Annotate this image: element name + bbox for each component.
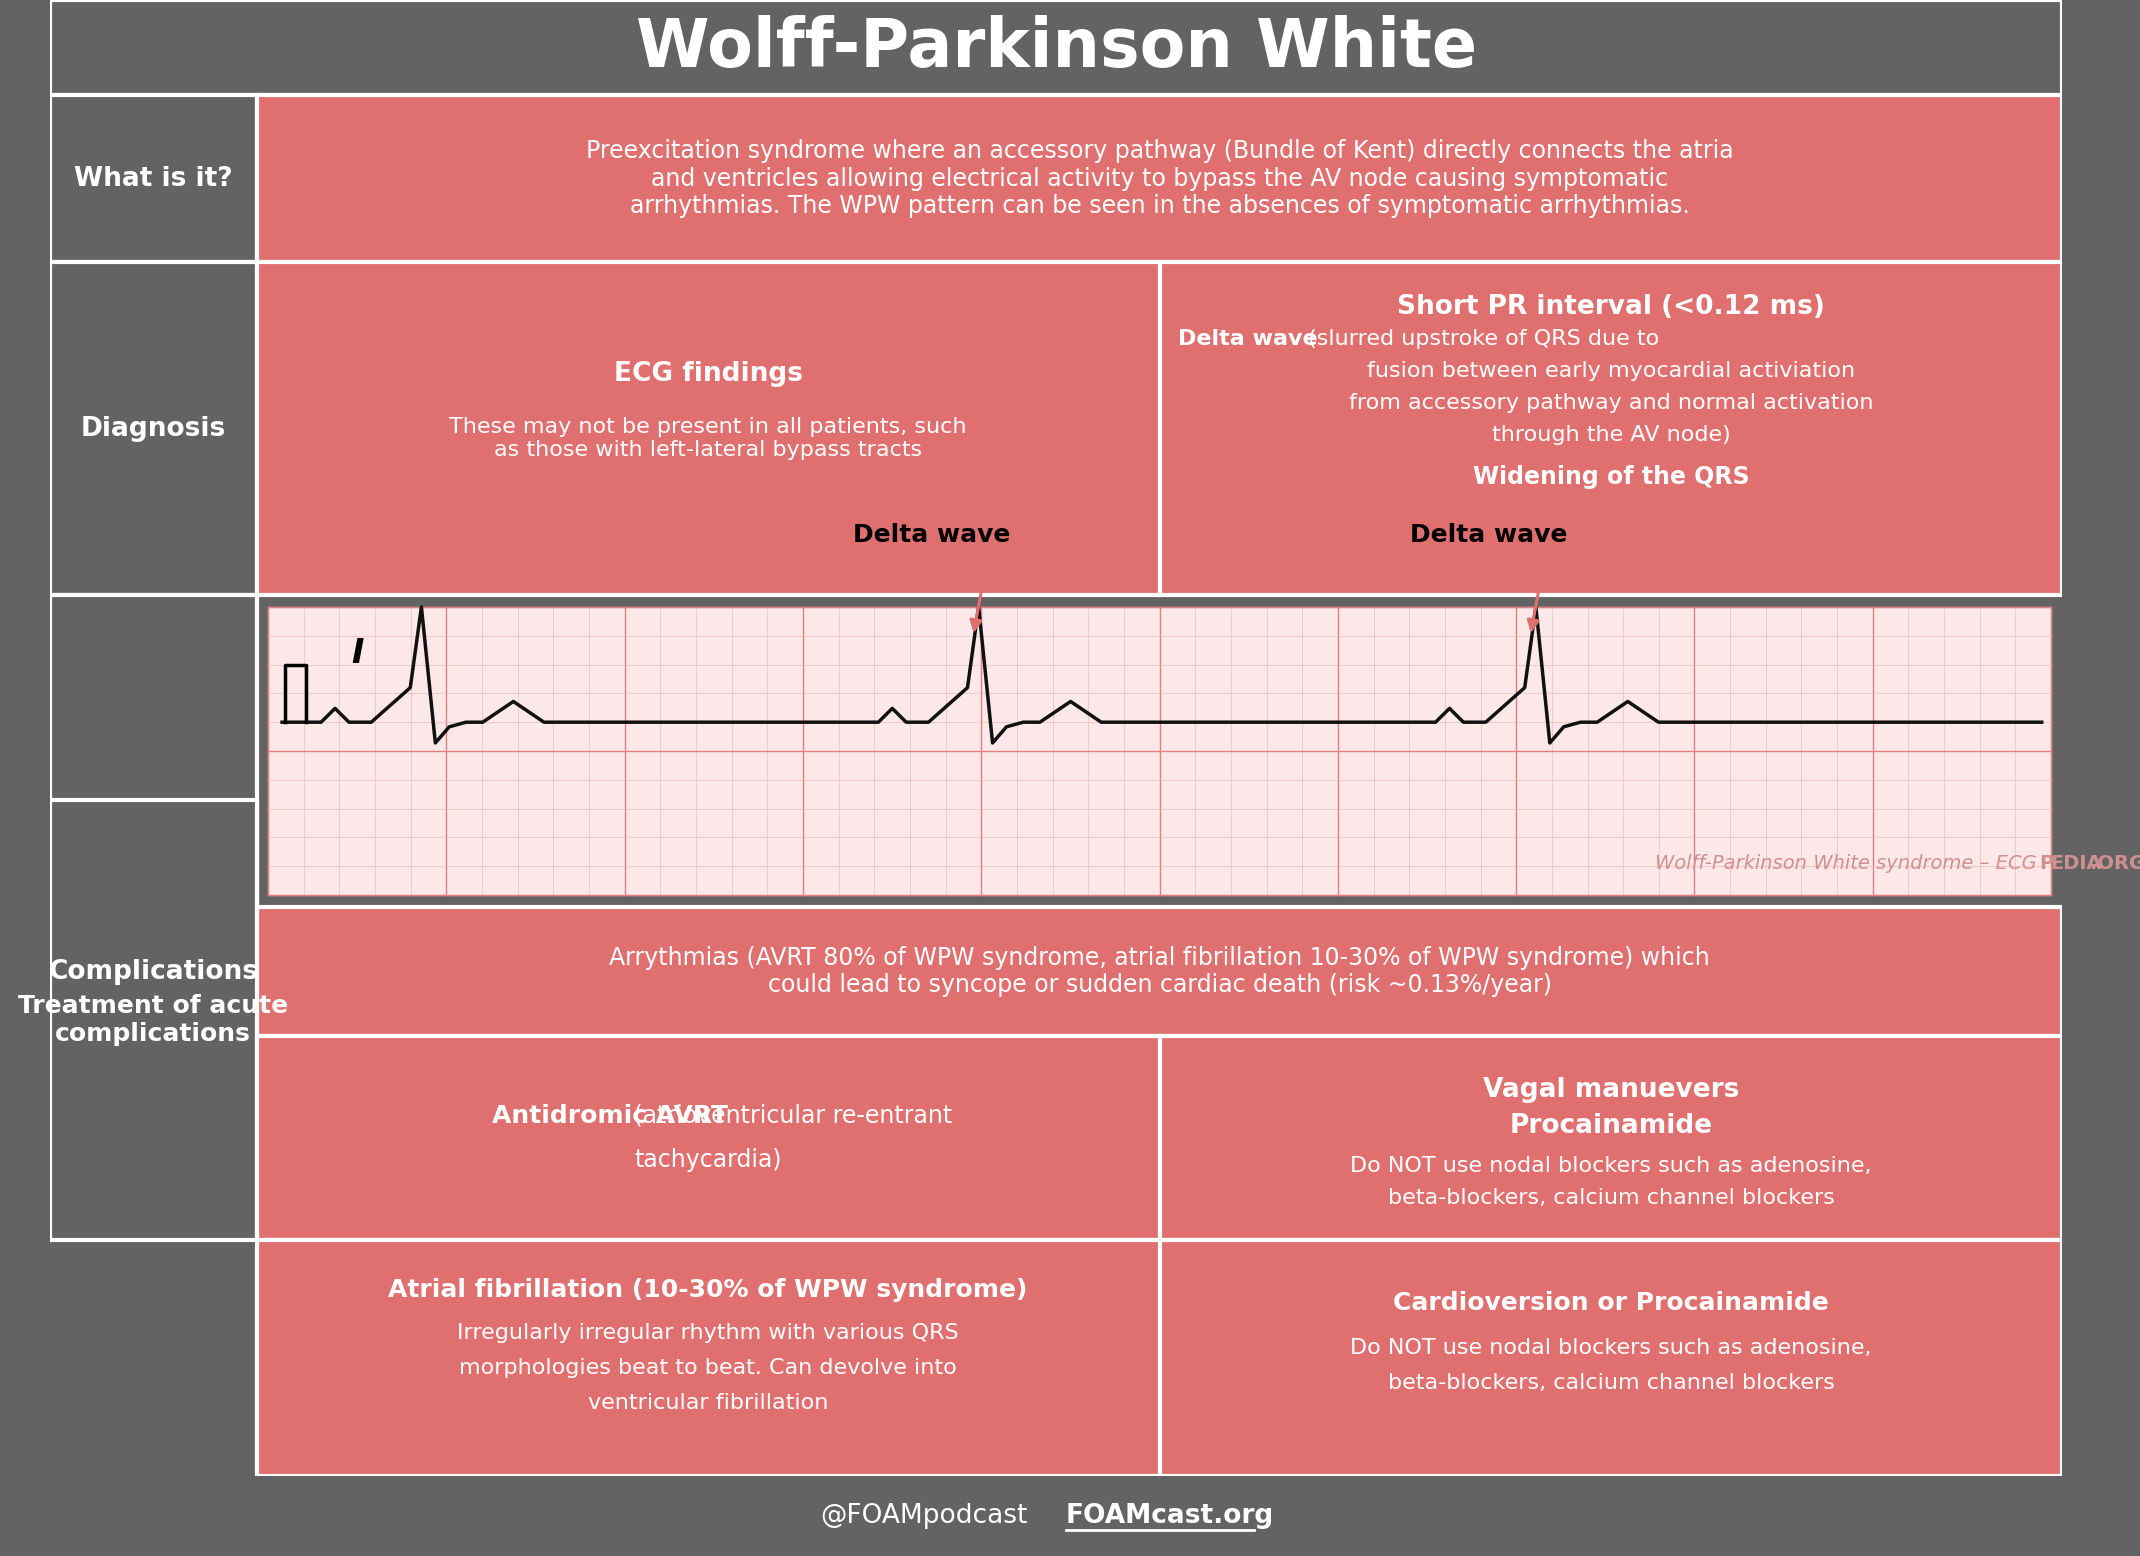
Bar bbox=[49, 800, 257, 1240]
Text: beta-blockers, calcium channel blockers: beta-blockers, calcium channel blockers bbox=[1387, 1187, 1834, 1207]
Text: @FOAMpodcast: @FOAMpodcast bbox=[820, 1503, 1027, 1530]
Text: Antidromic AVRT: Antidromic AVRT bbox=[492, 1105, 728, 1128]
Text: P: P bbox=[2039, 854, 2052, 873]
Text: (atrioventricular re-entrant: (atrioventricular re-entrant bbox=[625, 1105, 952, 1128]
Text: morphologies beat to beat. Can devolve into: morphologies beat to beat. Can devolve i… bbox=[460, 1358, 957, 1379]
Text: I: I bbox=[351, 636, 364, 671]
Text: (slurred upstroke of QRS due to: (slurred upstroke of QRS due to bbox=[1301, 328, 1658, 349]
Text: Cardioversion or Procainamide: Cardioversion or Procainamide bbox=[1393, 1291, 1830, 1315]
Bar bbox=[257, 1240, 1160, 1477]
Text: beta-blockers, calcium channel blockers: beta-blockers, calcium channel blockers bbox=[1387, 1372, 1834, 1393]
Text: Delta wave: Delta wave bbox=[1179, 328, 1318, 349]
Bar bbox=[257, 261, 1160, 594]
Text: through the AV node): through the AV node) bbox=[1492, 425, 1731, 445]
Text: Atrial fibrillation (10-30% of WPW syndrome): Atrial fibrillation (10-30% of WPW syndr… bbox=[389, 1277, 1027, 1302]
Bar bbox=[268, 607, 2050, 895]
Text: Vagal manuevers: Vagal manuevers bbox=[1483, 1077, 1740, 1103]
Text: Widening of the QRS: Widening of the QRS bbox=[1472, 465, 1748, 489]
Text: Delta wave: Delta wave bbox=[1410, 523, 1566, 548]
Text: Preexcitation syndrome where an accessory pathway (Bundle of Kent) directly conn: Preexcitation syndrome where an accessor… bbox=[586, 138, 1733, 218]
Text: FOAMcast.org: FOAMcast.org bbox=[1066, 1503, 1273, 1530]
Text: ventricular fibrillation: ventricular fibrillation bbox=[588, 1393, 828, 1413]
Text: Delta wave: Delta wave bbox=[852, 523, 1010, 548]
Text: Diagnosis: Diagnosis bbox=[81, 415, 227, 442]
Text: Short PR interval (<0.12 ms): Short PR interval (<0.12 ms) bbox=[1397, 294, 1825, 321]
Text: Do NOT use nodal blockers such as adenosine,: Do NOT use nodal blockers such as adenos… bbox=[1350, 1338, 1872, 1358]
Bar bbox=[257, 907, 2063, 1036]
Text: What is it?: What is it? bbox=[75, 165, 233, 191]
Text: Complications: Complications bbox=[49, 958, 259, 985]
Text: Treatment of acute
complications: Treatment of acute complications bbox=[19, 994, 289, 1046]
Text: These may not be present in all patients, such
as those with left-lateral bypass: These may not be present in all patients… bbox=[449, 417, 967, 461]
Bar bbox=[49, 0, 2063, 95]
Text: .ORG: .ORG bbox=[2089, 854, 2140, 873]
Bar bbox=[257, 95, 2063, 261]
Bar bbox=[49, 95, 257, 261]
Text: from accessory pathway and normal activation: from accessory pathway and normal activa… bbox=[1348, 394, 1872, 412]
Text: Do NOT use nodal blockers such as adenosine,: Do NOT use nodal blockers such as adenos… bbox=[1350, 1156, 1872, 1176]
Text: Arrythmias (AVRT 80% of WPW syndrome, atrial fibrillation 10-30% of WPW syndrome: Arrythmias (AVRT 80% of WPW syndrome, at… bbox=[610, 946, 1710, 997]
Bar bbox=[49, 594, 257, 907]
Bar bbox=[257, 1036, 1160, 1240]
Text: Wolff-Parkinson White: Wolff-Parkinson White bbox=[636, 14, 1477, 81]
Text: Procainamide: Procainamide bbox=[1509, 1113, 1712, 1139]
Text: ECG findings: ECG findings bbox=[614, 361, 802, 386]
Text: fusion between early myocardial activiation: fusion between early myocardial activiat… bbox=[1367, 361, 1855, 381]
Bar bbox=[49, 261, 257, 594]
Text: tachycardia): tachycardia) bbox=[633, 1148, 781, 1172]
Bar bbox=[1160, 1240, 2063, 1477]
Bar bbox=[1160, 1036, 2063, 1240]
Bar bbox=[49, 1477, 2063, 1556]
Text: Wolff-Parkinson White syndrome – ECG: Wolff-Parkinson White syndrome – ECG bbox=[1654, 854, 2037, 873]
Bar bbox=[49, 907, 257, 1036]
Text: Irregularly irregular rhythm with various QRS: Irregularly irregular rhythm with variou… bbox=[458, 1323, 959, 1343]
Text: EDIA: EDIA bbox=[2050, 854, 2101, 873]
Bar bbox=[1160, 261, 2063, 594]
